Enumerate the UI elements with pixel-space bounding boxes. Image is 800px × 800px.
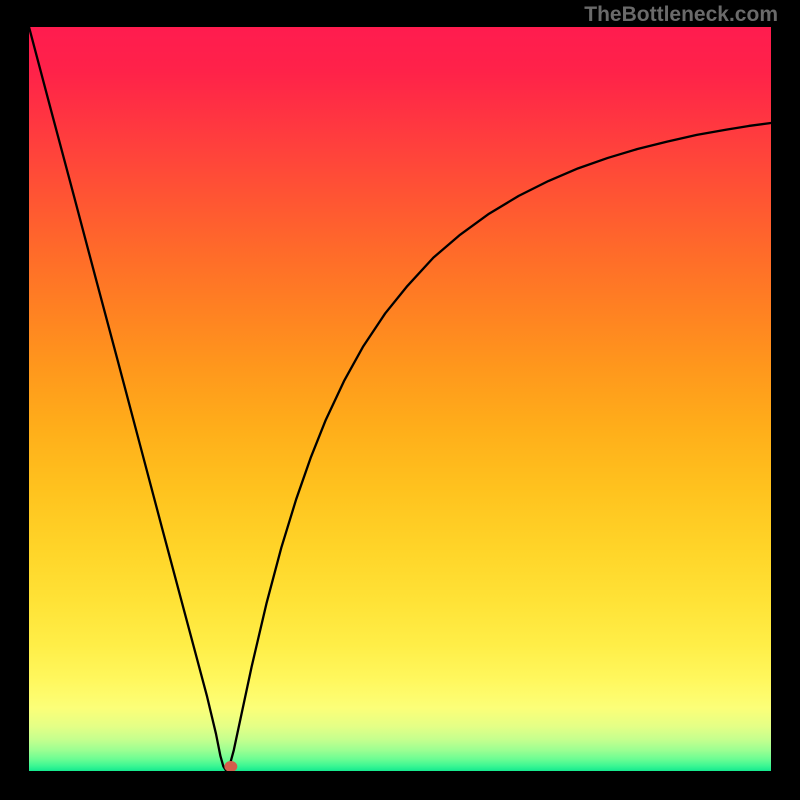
chart-background <box>29 27 771 771</box>
chart-svg <box>29 27 771 771</box>
watermark-text: TheBottleneck.com <box>584 3 778 27</box>
chart-plot-area <box>29 27 771 771</box>
chart-frame: TheBottleneck.com <box>0 0 800 800</box>
